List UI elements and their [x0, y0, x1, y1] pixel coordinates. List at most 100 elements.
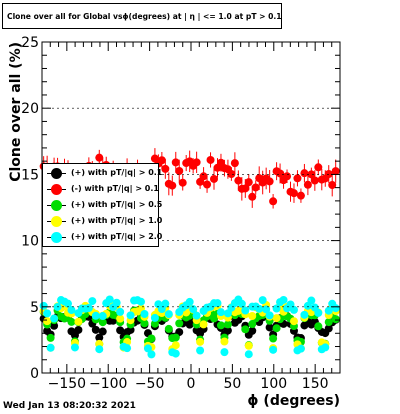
y-tick-label: 20: [21, 101, 39, 117]
data-point: [98, 312, 107, 321]
data-point: [314, 163, 323, 172]
chart-title: Clone over all for Global vsϕ(degrees) a…: [2, 3, 282, 29]
data-point: [67, 306, 76, 315]
data-point: [237, 299, 246, 308]
data-point: [241, 184, 250, 193]
data-point: [161, 299, 170, 308]
data-point: [331, 304, 340, 313]
data-point: [199, 320, 208, 329]
data-point: [192, 311, 201, 320]
data-point: [126, 311, 135, 320]
y-axis-label: Clone over all (%): [8, 42, 24, 182]
data-point: [46, 343, 55, 352]
data-point: [223, 320, 232, 329]
legend-entry: (+) with pT/|q| > 0.5: [43, 198, 162, 214]
data-point: [223, 326, 232, 335]
data-point: [303, 180, 312, 189]
series-group: [39, 295, 340, 359]
data-point: [192, 158, 201, 167]
data-point: [67, 317, 76, 326]
data-point: [175, 167, 184, 176]
data-point: [289, 189, 298, 198]
data-point: [91, 325, 100, 334]
data-point: [168, 181, 177, 190]
data-point: [314, 308, 323, 317]
data-point: [328, 181, 337, 190]
data-point: [196, 337, 205, 346]
data-point: [276, 169, 285, 178]
data-point: [255, 304, 264, 313]
data-point: [63, 299, 72, 308]
data-point: [324, 324, 333, 333]
legend-entry: (+) with pT/|q| > 2.0: [43, 230, 162, 246]
y-tick-label: 25: [21, 35, 39, 51]
data-point: [251, 183, 260, 192]
data-point: [137, 297, 146, 306]
data-point: [314, 322, 323, 331]
legend: (+) with pT/|q| > 0.1 (-) with pT/|q| > …: [42, 163, 162, 247]
data-point: [164, 310, 173, 319]
data-point: [140, 319, 149, 328]
data-point: [206, 155, 215, 164]
data-point: [98, 318, 107, 327]
data-point: [105, 295, 114, 304]
data-point: [331, 315, 340, 324]
data-point: [126, 325, 135, 334]
data-point: [262, 305, 271, 314]
data-point: [95, 153, 104, 162]
y-tick-label: 10: [21, 234, 39, 250]
data-point: [248, 311, 257, 320]
data-point: [116, 326, 125, 335]
data-point: [234, 176, 243, 185]
data-point: [265, 311, 274, 320]
data-point: [123, 344, 132, 353]
data-point: [203, 180, 212, 189]
data-point: [324, 318, 333, 327]
data-point: [283, 172, 292, 181]
x-tick-label: 100: [260, 376, 287, 392]
data-point: [230, 159, 239, 168]
data-point: [50, 321, 59, 330]
data-point: [95, 333, 104, 342]
data-point: [272, 314, 281, 323]
data-point: [147, 334, 156, 343]
data-point: [213, 299, 222, 308]
data-point: [244, 341, 253, 350]
data-point: [95, 345, 104, 354]
timestamp: Wed Jan 13 08:20:32 2021: [3, 401, 136, 411]
x-tick-label: −150: [48, 376, 86, 392]
data-point: [296, 191, 305, 200]
legend-entry: (+) with pT/|q| > 1.0: [43, 214, 162, 230]
data-point: [241, 325, 250, 334]
data-point: [171, 333, 180, 342]
x-tick-label: 0: [187, 376, 196, 392]
data-point: [157, 156, 166, 165]
data-point: [84, 304, 93, 313]
data-point: [248, 326, 257, 335]
data-point: [307, 296, 316, 305]
data-point: [147, 350, 156, 359]
data-point: [175, 319, 184, 328]
data-point: [244, 178, 253, 187]
legend-entry: (+) with pT/|q| > 0.1: [43, 166, 162, 182]
data-point: [74, 325, 83, 334]
data-point: [140, 310, 149, 319]
data-point: [248, 192, 257, 201]
data-point: [116, 314, 125, 323]
data-point: [196, 346, 205, 355]
data-point: [185, 297, 194, 306]
data-point: [220, 348, 229, 357]
data-point: [210, 174, 219, 183]
data-point: [289, 317, 298, 326]
data-point: [296, 344, 305, 353]
data-point: [70, 343, 79, 352]
data-point: [171, 341, 180, 350]
data-point: [143, 344, 152, 353]
data-point: [265, 177, 274, 186]
data-point: [300, 310, 309, 319]
data-point: [171, 349, 180, 358]
data-point: [227, 169, 236, 178]
data-point: [161, 164, 170, 173]
data-point: [43, 317, 52, 326]
data-point: [216, 321, 225, 330]
